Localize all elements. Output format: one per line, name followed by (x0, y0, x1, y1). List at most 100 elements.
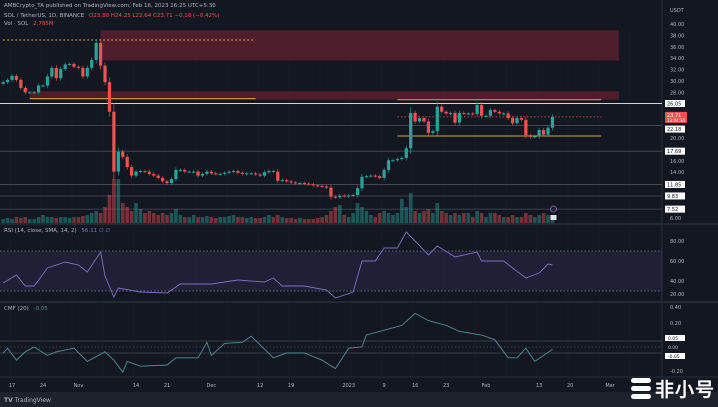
tradingview-logo[interactable]: TV TradingView (4, 397, 51, 404)
candle-body (218, 173, 222, 175)
volume-bar (98, 213, 103, 223)
candle-body (59, 69, 63, 79)
volume-bar (213, 218, 218, 223)
candle-body (209, 171, 213, 174)
candle-body (440, 106, 444, 112)
price-axis-label: 40.00 (670, 22, 684, 28)
candle-body (249, 173, 253, 175)
volume-bar (400, 199, 404, 223)
candle-body (471, 113, 475, 115)
candle-body (347, 195, 351, 197)
volume-bar (515, 217, 519, 223)
volume-bar (5, 218, 10, 223)
volume-bar (355, 203, 360, 223)
volume-bar (324, 215, 329, 223)
candle-body (19, 79, 23, 88)
volume-bar (444, 213, 448, 223)
volume-bar (45, 217, 50, 223)
candle-body (364, 176, 368, 178)
volume-bar (320, 217, 324, 223)
footer-bar (0, 392, 718, 407)
volume-bar (41, 215, 45, 223)
candle-body (107, 82, 112, 112)
volume-bar (262, 217, 267, 223)
price-axis-label: 38.00 (670, 33, 684, 39)
candle-body (311, 184, 315, 186)
volume-bar (178, 215, 183, 223)
volume-bar (528, 215, 533, 223)
volume-bar (382, 211, 386, 223)
candle-body (134, 171, 138, 176)
volume-bar (413, 211, 417, 223)
volume-bar (408, 193, 413, 223)
candle-body (67, 63, 72, 65)
volume-bar (346, 217, 351, 223)
volume-bar (249, 217, 254, 223)
price-axis-label: 28.00 (670, 90, 684, 96)
candle-body (316, 185, 320, 187)
volume-bar (240, 217, 245, 223)
price-axis-unit: USDT (670, 8, 685, 14)
price-marker-label: 7.52 (667, 207, 678, 213)
volume-bar (439, 211, 444, 223)
volume-bar (329, 211, 333, 223)
candle-body (271, 171, 275, 173)
event-icon (550, 205, 557, 213)
volume-bar (205, 216, 209, 223)
candle-body (285, 180, 289, 182)
candle-body (506, 113, 510, 119)
symbol-name[interactable]: SOL / TetherUS, 1D, BINANCE (4, 13, 85, 19)
volume-label[interactable]: Vol · SOL (4, 21, 29, 27)
candle-body (493, 110, 497, 112)
candle-body (28, 92, 32, 94)
volume-bar (373, 217, 378, 223)
time-axis-label: 14 (133, 383, 139, 389)
candle-body (435, 106, 439, 132)
rsi-band (0, 251, 662, 291)
candle-body (138, 171, 143, 173)
cmf-label[interactable]: CMF (20) (4, 306, 29, 312)
price-marker (665, 205, 685, 213)
candle-body (90, 59, 94, 68)
volume-bar (276, 215, 280, 223)
rsi-label[interactable]: RSI (14, close, SMA, 14, 2) (4, 228, 77, 234)
candle-body (200, 173, 205, 176)
volume-bar (519, 217, 524, 223)
candle-body (50, 67, 54, 77)
candle-body (54, 67, 58, 79)
rsi-axis-label: 40.00 (670, 279, 684, 285)
time-axis-label: 21 (164, 383, 170, 389)
candle-body (329, 187, 333, 197)
volume-bar (510, 215, 515, 223)
volume-bar (448, 215, 453, 223)
volume-bar (151, 213, 156, 223)
volume-bar (501, 217, 506, 223)
volume-bar (169, 213, 174, 223)
candle-body (324, 186, 329, 188)
volume-bar (435, 203, 440, 223)
candle-body (391, 160, 395, 162)
candle-body (431, 131, 435, 133)
price-marker (665, 180, 685, 188)
candle-body (302, 183, 306, 185)
candle-body (533, 136, 537, 138)
tradingview-brand: TradingView (14, 397, 51, 404)
candle-body (342, 195, 346, 197)
candle-body (546, 127, 550, 135)
symbol-legend: SOL / TetherUS, 1D, BINANCE O23.80 H24.2… (4, 13, 222, 19)
volume-bar (395, 213, 400, 223)
current-price-marker (665, 111, 687, 123)
candle-body (214, 173, 218, 175)
volume-bar (138, 209, 143, 223)
cmf-axis-label: 0.20 (670, 321, 681, 327)
time-axis-label: 20 (567, 383, 573, 389)
volume-value: 2.785M (33, 21, 54, 27)
volume-bar (209, 217, 214, 223)
volume-bar (479, 213, 484, 223)
cmf-marker (665, 353, 685, 359)
candle-body (280, 180, 284, 182)
candle-body (276, 171, 280, 181)
candle-body (236, 171, 240, 173)
